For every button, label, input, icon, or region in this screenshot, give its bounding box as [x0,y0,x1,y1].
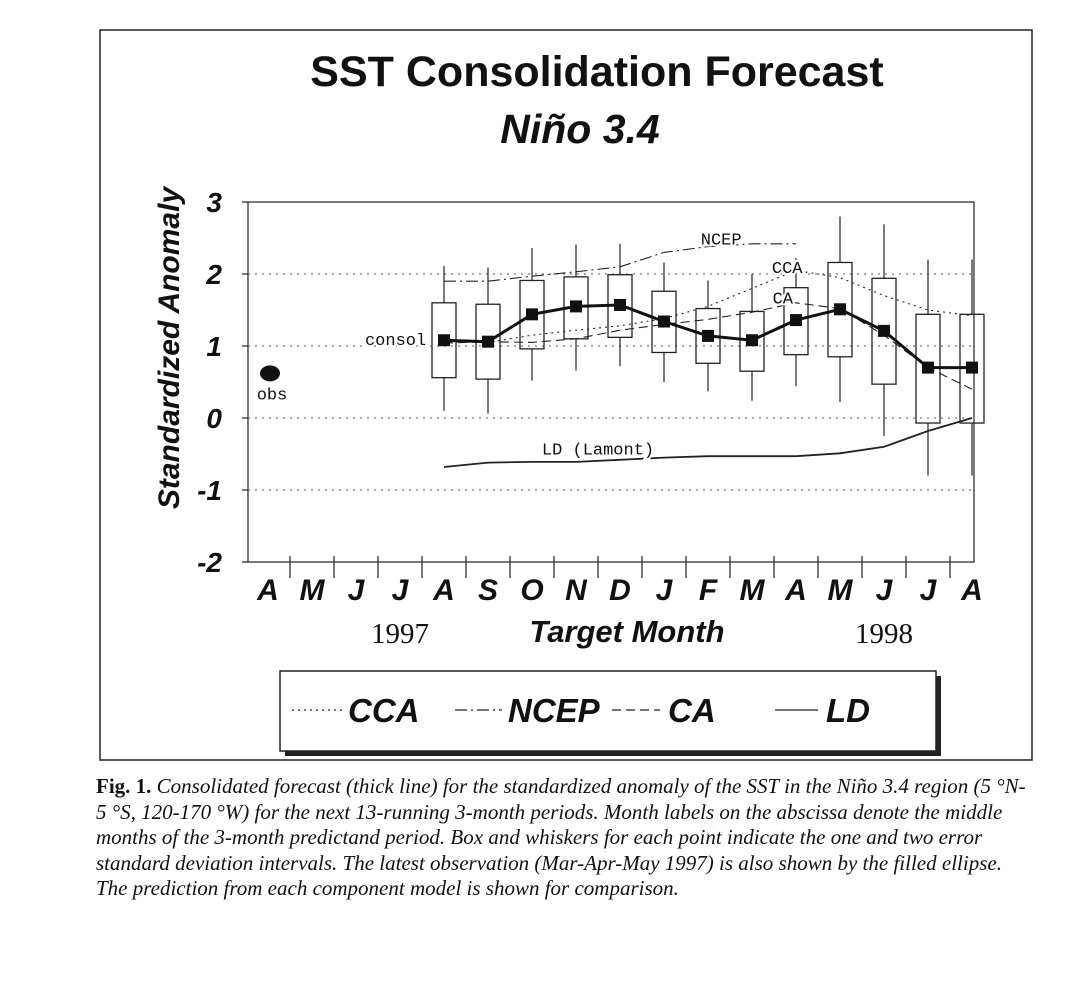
x-tick-label: A [960,574,983,607]
x-tick-label: J [348,574,366,607]
legend-box [279,670,937,752]
x-tick-label: J [656,574,674,607]
consolidated-point [438,334,450,347]
legend-label-ca: CA [668,692,716,729]
figure-frame [99,29,1033,761]
chart-title: SST Consolidation Forecast [310,48,883,96]
x-tick-label: A [784,574,807,607]
x-tick-label: O [520,574,543,607]
consolidated-point [790,314,802,327]
series-line-ld [443,417,973,468]
x-tick-label: S [478,574,498,607]
error-box [871,277,897,385]
x-tick-label: M [828,574,854,607]
year-labels: 1997 1998 [371,618,913,650]
annotation-label: NCEP [701,231,742,250]
consolidated-point [834,303,846,316]
year-label: 1997 [371,618,429,650]
box-layer [431,216,985,476]
consolidated-point [526,308,538,321]
annotation-label: LD (Lamont) [542,442,654,461]
observation-label: obs [257,386,288,405]
consolidated-point [702,329,714,342]
error-box [827,261,853,358]
consolidated-point [922,361,934,374]
y-tick-label: 2 [205,259,222,290]
x-tick-label: J [876,574,894,607]
annotation-layer: obs NCEP CCA CA consol LD (Lamont) [257,229,806,462]
y-tick-label: -2 [197,547,222,578]
consolidated-point [482,335,494,348]
x-tick-label: M [300,574,326,607]
y-tick-label: 1 [206,331,222,362]
chart-subtitle: Niño 3.4 [500,106,660,152]
consolidated-point [878,324,890,337]
consolidated-point [614,298,626,311]
caption-text: Consolidated forecast (thick line) for t… [96,774,1026,901]
legend-label-cca: CCA [348,692,420,729]
x-tick-label: M [740,574,766,607]
y-tick-label: 0 [206,403,222,434]
legend-label-ld: LD [826,692,870,729]
year-label: 1998 [855,618,913,650]
error-box [739,310,765,372]
grid [248,273,974,491]
x-tick-label: J [392,574,410,607]
x-tick-label: F [699,574,718,607]
figure-caption: Fig. 1. Consolidated forecast (thick lin… [96,774,1036,902]
y-axis: 3 2 1 0 -1 -2 [197,187,248,578]
consolidated-point [746,334,758,347]
y-tick-label: -1 [197,475,222,506]
x-tick-label: D [609,574,631,607]
plot-border [247,201,975,563]
x-tick-label: N [565,574,588,607]
legend-label-ncep: NCEP [508,692,601,729]
caption-label: Fig. 1. [96,774,152,798]
observation-point [260,365,280,382]
x-axis-label: Target Month [529,614,724,649]
error-box [519,279,545,350]
x-tick-label: A [256,574,279,607]
annotation-label: consol [365,332,426,351]
consolidated-point [658,315,670,328]
consolidated-layer [260,298,978,382]
annotation-label: CCA [772,260,803,279]
error-box [783,287,809,356]
x-tick-label: A [432,574,455,607]
annotation-label: CA [773,290,794,309]
consolidated-point [570,300,582,313]
error-box [651,290,677,354]
legend: CCA NCEP CA LD [279,670,941,756]
y-tick-label: 3 [206,187,222,218]
y-axis-label: Standardized Anomaly [153,186,186,510]
consolidated-point [966,361,978,374]
x-tick-label: J [920,574,938,607]
